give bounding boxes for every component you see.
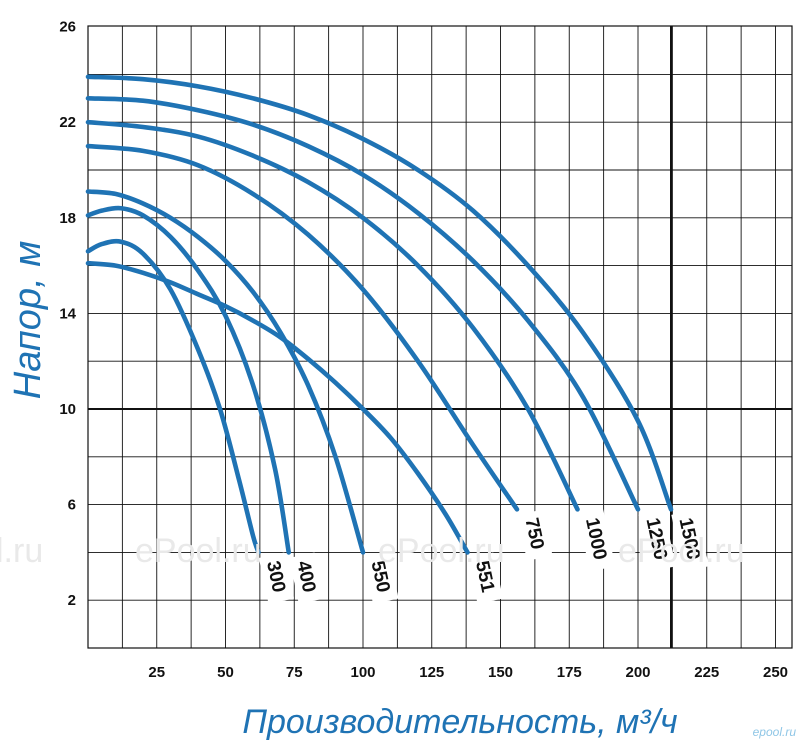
x-tick-label: 50	[217, 664, 234, 681]
curve-label-750: 750	[517, 509, 553, 561]
curve-label-550: 550	[363, 552, 399, 604]
curve-551	[85, 260, 470, 555]
y-tick-label: 18	[59, 210, 76, 227]
y-tick-label: 14	[59, 305, 76, 322]
x-tick-label: 150	[488, 664, 513, 681]
curve-label-tag	[467, 552, 504, 604]
curve-label-400: 400	[289, 552, 325, 604]
watermark: ePool.ru	[378, 532, 505, 570]
curve-label-tag	[517, 509, 553, 561]
curve-750	[85, 143, 520, 512]
y-tick-label: 22	[59, 114, 76, 131]
x-tick-label: 225	[694, 664, 719, 681]
y-tick-label: 26	[59, 19, 76, 36]
curve-label-tag	[258, 552, 295, 604]
curve-1250	[85, 96, 641, 512]
curve-label-tag	[638, 509, 676, 572]
curve-1500	[85, 74, 674, 512]
curve-label-551: 551	[467, 552, 504, 604]
watermark: ePool.ru	[135, 532, 262, 570]
x-tick-label: 25	[148, 664, 165, 681]
pump-curves	[85, 74, 674, 555]
y-tick-label: 2	[68, 592, 76, 609]
x-tick-label: 75	[286, 664, 303, 681]
curve-label-tag	[671, 509, 709, 572]
plot-frame	[87, 25, 793, 649]
grid	[87, 25, 793, 649]
curve-1000	[85, 119, 580, 512]
curve-550	[85, 189, 366, 555]
y-axis-title: Напор, м	[7, 241, 49, 400]
curve-label-tag	[363, 552, 399, 604]
curve-300	[85, 238, 261, 555]
x-tick-label: 125	[419, 664, 444, 681]
curve-label-tag	[289, 552, 325, 604]
x-axis-title: Производительность, м³/ч	[242, 703, 677, 741]
watermark: ePool.ru	[618, 532, 745, 570]
watermark: l.ru	[0, 532, 43, 570]
curve-label-300: 300	[258, 552, 295, 604]
x-tick-label: 175	[557, 664, 582, 681]
watermarks: l.ru ePool.ru ePool.ru ePool.ru	[0, 532, 745, 570]
x-tick-label: 250	[763, 664, 788, 681]
y-tick-label: 10	[59, 401, 76, 418]
x-tick-label: 100	[350, 664, 375, 681]
curve-label-1500: 1500	[671, 509, 709, 572]
curve-label-1000: 1000	[577, 509, 616, 572]
curve-label-tag	[577, 509, 616, 572]
corner-mark: epool.ru	[753, 725, 797, 739]
axis-titles: Напор, м Производительность, м³/ч	[7, 241, 678, 741]
y-tick-label: 6	[68, 497, 76, 514]
x-tick-label: 200	[625, 664, 650, 681]
curve-400	[85, 205, 292, 555]
